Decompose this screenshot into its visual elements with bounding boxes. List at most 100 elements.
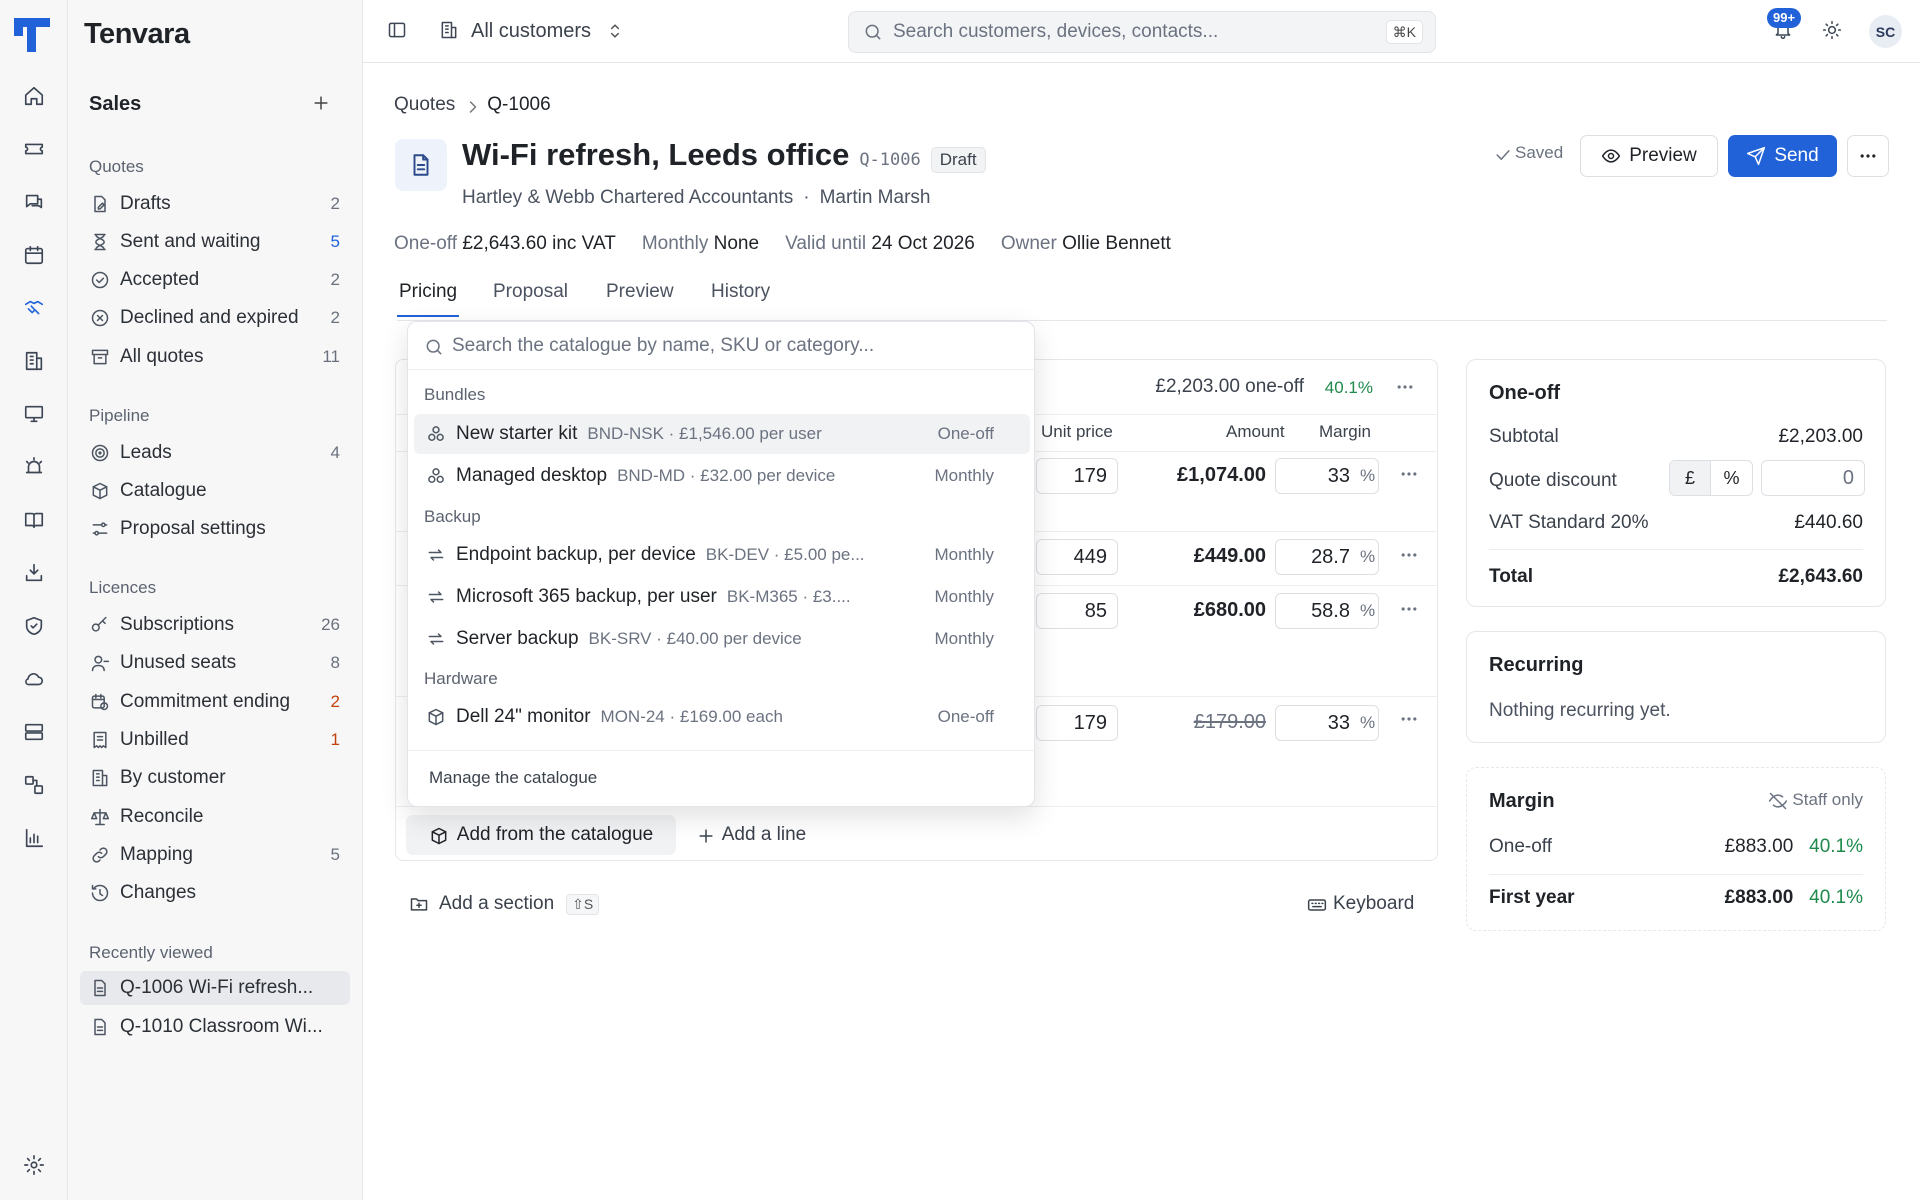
monitor-icon[interactable] [20, 400, 48, 428]
nav-leads[interactable]: Leads 4 [80, 436, 350, 470]
vat-row: VAT Standard 20% £440.60 [1489, 512, 1863, 533]
row-more-icon[interactable] [1399, 464, 1421, 486]
nav-unused-seats[interactable]: Unused seats 8 [80, 646, 350, 680]
breadcrumb-parent[interactable]: Quotes [394, 94, 456, 115]
file-icon [90, 1017, 110, 1037]
catalogue-item-endpoint-backup[interactable]: Endpoint backup, per device BK-DEV · £5.0… [414, 535, 1030, 575]
x-circle-icon [90, 308, 110, 328]
server-icon[interactable] [20, 718, 48, 746]
manage-catalogue-link[interactable]: Manage the catalogue [429, 768, 598, 787]
book-icon[interactable] [20, 506, 48, 534]
nav-all-quotes[interactable]: All quotes 11 [80, 340, 350, 374]
keyboard-shortcuts-button[interactable]: Keyboard [1307, 893, 1414, 915]
catalogue-item-new-starter-kit[interactable]: New starter kit BND-NSK · £1,546.00 per u… [414, 414, 1030, 454]
catalogue-item-dell-monitor[interactable]: Dell 24" monitor MON-24 · £169.00 each One… [414, 697, 1030, 737]
calendar-icon[interactable] [20, 241, 48, 269]
cloud-icon[interactable] [20, 665, 48, 693]
catalogue-item-m365-backup[interactable]: Microsoft 365 backup, per user BK-M365 · … [414, 577, 1030, 617]
nav-label: Sent and waiting [120, 231, 261, 252]
bundle-icon [426, 466, 446, 486]
add-from-catalogue-button[interactable]: Add from the catalogue [406, 815, 676, 855]
discount-input[interactable]: 0 [1761, 460, 1865, 496]
meta-valid-until: Valid until 24 Oct 2026 [785, 233, 975, 254]
add-icon[interactable] [311, 93, 333, 115]
chat-icon[interactable] [20, 188, 48, 216]
tab-preview[interactable]: Preview [606, 281, 674, 302]
nav-label: Mapping [120, 844, 193, 865]
col-unit-price: Unit price [1041, 422, 1113, 441]
nav-label: By customer [120, 767, 226, 788]
more-actions-icon[interactable] [1847, 135, 1889, 177]
section-more-icon[interactable] [1395, 377, 1417, 399]
nav-count: 2 [330, 308, 340, 327]
nav-commitment-ending[interactable]: Commitment ending 2 [80, 685, 350, 719]
margin-input[interactable]: 28.7 [1275, 539, 1379, 575]
theme-sun-icon[interactable] [1822, 20, 1846, 44]
preview-label: Preview [1629, 145, 1697, 166]
recent-q-1006[interactable]: Q-1006 Wi-Fi refresh... [80, 971, 350, 1005]
catalogue-item-server-backup[interactable]: Server backup BK-SRV · £40.00 per device M… [414, 619, 1030, 659]
nav-proposal-settings[interactable]: Proposal settings [80, 512, 350, 546]
send-button[interactable]: Send [1728, 135, 1837, 177]
margin-title: Margin [1489, 790, 1555, 812]
discount-type-toggle: £ % [1669, 460, 1753, 496]
margin-input[interactable]: 33 [1275, 705, 1379, 741]
nav-drafts[interactable]: Drafts 2 [80, 187, 350, 221]
nav-catalogue[interactable]: Catalogue [80, 474, 350, 508]
reports-icon[interactable] [20, 824, 48, 852]
global-search-input[interactable]: Search customers, devices, contacts... ⌘… [848, 11, 1436, 53]
nav-subscriptions[interactable]: Subscriptions 26 [80, 608, 350, 642]
quote-contact[interactable]: Martin Marsh [819, 187, 931, 208]
box-icon [90, 481, 110, 501]
nav-mapping[interactable]: Mapping 5 [80, 838, 350, 872]
catalogue-search-input[interactable]: Search the catalogue by name, SKU or cat… [408, 322, 1034, 370]
margin-input[interactable]: 33 [1275, 458, 1379, 494]
unit-price-input[interactable]: 85 [1036, 593, 1118, 629]
nav-reconcile[interactable]: Reconcile [80, 800, 350, 834]
sidebar-toggle-icon[interactable] [387, 20, 409, 42]
nav-label: Catalogue [120, 480, 207, 501]
handshake-icon[interactable] [20, 294, 48, 322]
catalogue-item-managed-desktop[interactable]: Managed desktop BND-MD · £32.00 per devic… [414, 456, 1030, 496]
nav-accepted[interactable]: Accepted 2 [80, 263, 350, 297]
scale-icon [90, 807, 110, 827]
unit-price-input[interactable]: 449 [1036, 539, 1118, 575]
tab-history[interactable]: History [711, 281, 771, 302]
download-tray-icon[interactable] [20, 559, 48, 587]
unit-price-input[interactable]: 179 [1036, 705, 1118, 741]
nav-declined-and-expired[interactable]: Declined and expired 2 [80, 301, 350, 335]
search-icon [863, 22, 883, 42]
building-icon[interactable] [20, 347, 48, 375]
nav-sent-and-waiting[interactable]: Sent and waiting 5 [80, 225, 350, 259]
preview-button[interactable]: Preview [1580, 135, 1718, 177]
quote-customer[interactable]: Hartley & Webb Chartered Accountants [462, 187, 794, 208]
discount-currency-toggle[interactable]: £ [1670, 461, 1712, 495]
tab-proposal[interactable]: Proposal [493, 281, 568, 302]
home-icon[interactable] [20, 82, 48, 110]
settings-gear-icon[interactable] [20, 1151, 48, 1179]
recent-q-1010[interactable]: Q-1010 Classroom Wi... [80, 1010, 350, 1044]
alert-siren-icon[interactable] [20, 453, 48, 481]
discount-percent-toggle[interactable]: % [1723, 467, 1740, 488]
nav-changes[interactable]: Changes [80, 876, 350, 910]
plus-icon [696, 826, 714, 844]
customer-selector[interactable]: All customers [439, 12, 625, 50]
integrations-icon[interactable] [20, 771, 48, 799]
nav-unbilled[interactable]: Unbilled 1 [80, 723, 350, 757]
group-title-hardware: Hardware [424, 669, 498, 688]
row-more-icon[interactable] [1399, 709, 1421, 731]
unit-price-input[interactable]: 179 [1036, 458, 1118, 494]
nav-by-customer[interactable]: By customer [80, 761, 350, 795]
margin-input[interactable]: 58.8 [1275, 593, 1379, 629]
shield-icon[interactable] [20, 612, 48, 640]
nav-count: 5 [330, 845, 340, 864]
add-section-button[interactable]: Add a section ⇧S [409, 893, 600, 915]
avatar[interactable]: SC [1869, 15, 1902, 48]
tab-pricing[interactable]: Pricing [397, 281, 460, 317]
ticket-icon[interactable] [20, 135, 48, 163]
add-line-button[interactable]: Add a line [686, 815, 816, 855]
tenvara-logo[interactable] [14, 16, 52, 54]
archive-icon [90, 347, 110, 367]
row-more-icon[interactable] [1399, 599, 1421, 621]
row-more-icon[interactable] [1399, 545, 1421, 567]
